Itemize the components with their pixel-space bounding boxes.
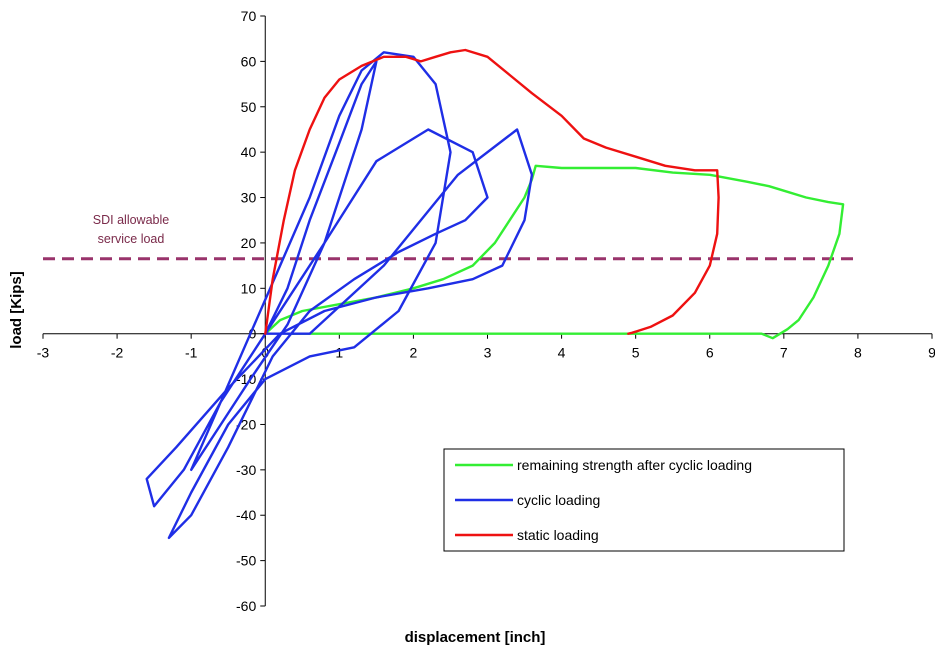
y-tick-label: 30 [241,190,257,206]
series-static-loading [264,48,720,335]
x-tick-label: -1 [185,345,198,361]
reference-label-line-1: SDI allowable [93,213,169,227]
legend-label-cyclic: cyclic loading [517,492,600,508]
x-tick-label: 4 [558,345,566,361]
series-remaining-strength-after-cyclic-loading [264,164,845,340]
series-group [145,48,845,540]
x-tick-label: -3 [37,345,50,361]
reference-line-group: SDI allowable service load [43,213,858,261]
x-tick-label: 9 [928,345,935,361]
y-tick-label: -60 [236,598,256,614]
reference-label-line-2: service load [98,232,165,246]
series-cyclic-loading [145,51,534,540]
legend-label-static: static loading [517,527,599,543]
legend-label-remaining: remaining strength after cyclic loading [517,457,752,473]
x-tick-label: 8 [854,345,862,361]
x-tick-label: 6 [706,345,714,361]
y-tick-label: 10 [241,280,257,296]
x-tick-label: -2 [111,345,124,361]
x-tick-label: 0 [261,345,269,361]
y-tick-label: -40 [236,507,256,523]
y-tick-label: -30 [236,462,256,478]
y-tick-label: 50 [241,99,257,115]
y-tick-label: 70 [241,8,257,24]
y-tick-label: -50 [236,553,256,569]
x-ticks: -3 -2 -1 0 1 2 3 4 5 6 7 8 9 [37,333,935,361]
x-tick-label: 2 [410,345,418,361]
y-tick-label: 0 [248,326,256,342]
y-tick-label: 40 [241,144,257,160]
x-axis-title: displacement [inch] [405,629,546,646]
x-tick-label: 7 [780,345,788,361]
y-axis-title: load [Kips] [8,271,25,349]
legend: remaining strength after cyclic loading … [443,448,845,552]
y-tick-label: 20 [241,235,257,251]
x-tick-label: 3 [484,345,492,361]
y-tick-label: 60 [241,53,257,69]
x-tick-label: 1 [335,345,343,361]
axes: -3 -2 -1 0 1 2 3 4 5 6 7 8 9 -60-50-40-30-20-1001020… [37,8,935,614]
x-tick-label: 5 [632,345,640,361]
